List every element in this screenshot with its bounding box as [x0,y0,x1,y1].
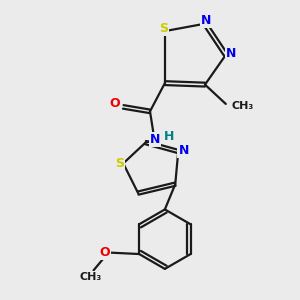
Text: N: N [178,143,189,157]
Text: S: S [115,157,124,170]
Text: N: N [226,47,236,60]
Text: CH₃: CH₃ [80,272,102,282]
Text: CH₃: CH₃ [231,101,253,111]
Text: N: N [150,133,160,146]
Text: O: O [100,246,110,259]
Text: N: N [201,14,211,27]
Text: O: O [110,98,120,110]
Text: H: H [164,130,174,142]
Text: S: S [159,22,168,35]
